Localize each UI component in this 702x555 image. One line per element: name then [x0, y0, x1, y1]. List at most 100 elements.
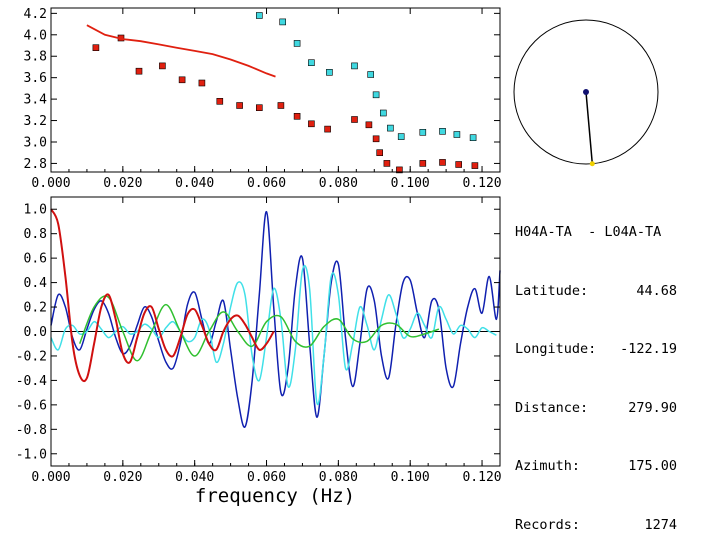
- velocity-point-red: [372, 135, 380, 143]
- velocity-x-tick-label: 0.000: [31, 176, 70, 191]
- velocity-point-red: [159, 62, 166, 70]
- correlation-y-tick-label: 0.6: [24, 252, 47, 267]
- correlation-x-tick-label: 0.100: [391, 470, 430, 485]
- velocity-x-tick-label: 0.020: [103, 176, 142, 191]
- velocity-point-cyan: [279, 18, 287, 26]
- velocity-point-cyan: [293, 40, 301, 47]
- velocity-point-cyan: [379, 109, 387, 117]
- velocity-point-cyan: [326, 69, 333, 76]
- velocity-point-red: [178, 76, 186, 84]
- info-row-latitude: Latitude: 44.68: [515, 282, 677, 302]
- velocity-x-tick-label: 0.080: [319, 176, 358, 191]
- correlation-green-curve: [79, 295, 440, 362]
- velocity-panel: 0.000 0.020 0.040 0.060 0.080 0.100 0.120 2.8 3…: [24, 7, 502, 191]
- velocity-y-tick-label: 3.6: [24, 71, 47, 86]
- velocity-frame: [50, 7, 501, 173]
- correlation-x-tick-label: 0.060: [247, 470, 286, 485]
- velocity-point-red: [376, 149, 384, 156]
- velocity-point-cyan: [469, 134, 477, 141]
- velocity-point-cyan: [372, 91, 380, 99]
- velocity-y-tick-label: 2.8: [24, 157, 47, 172]
- figure: 0.000 0.020 0.040 0.060 0.080 0.100 0.120 2.8 3…: [16, 7, 659, 507]
- info-value: 44.68: [636, 282, 677, 299]
- velocity-point-red: [198, 79, 206, 87]
- info-value: 1274: [644, 516, 677, 533]
- velocity-point-red: [308, 120, 315, 128]
- info-row-records: Records: 1274: [515, 516, 677, 536]
- correlation-y-tick-label: 0.0: [24, 325, 47, 340]
- info-value: -122.19: [620, 341, 677, 357]
- velocity-point-cyan: [453, 131, 461, 138]
- correlation-y-tick-label: 0.4: [24, 276, 48, 291]
- velocity-y-tick-label: 4.2: [24, 7, 47, 22]
- azimuth-circle: [513, 19, 659, 165]
- info-label: Azimuth:: [515, 458, 581, 474]
- velocity-x-tick-label: 0.060: [247, 176, 286, 191]
- velocity-point-red: [383, 160, 391, 167]
- velocity-point-red: [255, 104, 263, 111]
- velocity-y-tick-label: 3.0: [24, 135, 47, 150]
- correlation-cyan-curve: [50, 265, 497, 406]
- velocity-point-cyan: [439, 128, 446, 135]
- velocity-x-tick-label: 0.120: [462, 176, 501, 191]
- info-label: Latitude:: [515, 282, 589, 299]
- info-value: 279.90: [628, 399, 677, 416]
- correlation-x-tick-label: 0.040: [175, 470, 214, 485]
- info-label: Distance:: [515, 399, 589, 416]
- azimuth-needle: [585, 91, 594, 164]
- station-pair-header: H04A-TA - L04A-TA: [515, 224, 662, 240]
- correlation-y-tick-label: -0.8: [16, 423, 47, 438]
- velocity-point-red: [216, 98, 224, 105]
- correlation-x-tick-label: 0.080: [319, 470, 358, 485]
- velocity-point-red: [324, 125, 331, 133]
- velocity-point-cyan: [351, 62, 358, 70]
- info-row-distance: Distance: 279.90: [515, 399, 677, 419]
- correlation-panel: 0.000 0.020 0.040 0.060 0.080 0.100 0.120 1.0 0…: [16, 196, 502, 507]
- velocity-point-red: [419, 160, 427, 167]
- info-row-azimuth: Azimuth: 175.00: [515, 457, 677, 477]
- velocity-point-cyan: [255, 12, 263, 19]
- velocity-point-red: [455, 161, 463, 168]
- station-center-dot: [583, 89, 589, 95]
- azimuth-diagram: [513, 19, 659, 167]
- velocity-point-cyan: [308, 59, 315, 67]
- velocity-point-cyan: [367, 71, 375, 78]
- velocity-point-red: [351, 116, 358, 123]
- x-axis-label: frequency (Hz): [195, 485, 355, 507]
- correlation-y-tick-label: -0.2: [16, 349, 47, 364]
- info-row-longitude: Longitude: -122.19: [515, 340, 677, 360]
- velocity-y-tick-label: 3.4: [24, 93, 48, 108]
- info-label: Records:: [515, 516, 581, 533]
- velocity-x-tick-label: 0.100: [391, 176, 430, 191]
- velocity-point-red: [293, 113, 301, 120]
- velocity-point-red: [396, 166, 403, 174]
- velocity-point-red: [365, 121, 373, 129]
- correlation-y-tick-label: -1.0: [16, 447, 47, 462]
- velocity-y-tick-label: 3.2: [24, 114, 47, 129]
- correlation-y-tick-label: -0.4: [16, 374, 47, 389]
- velocity-point-cyan: [397, 133, 405, 140]
- velocity-point-red: [439, 159, 446, 166]
- velocity-point-cyan: [419, 129, 427, 136]
- correlation-y-tick-label: 1.0: [24, 203, 47, 218]
- correlation-y-tick-label: 0.8: [24, 227, 47, 242]
- velocity-point-red: [92, 44, 100, 52]
- correlation-y-tick-label: -0.6: [16, 398, 47, 413]
- correlation-x-tick-label: 0.120: [462, 470, 501, 485]
- velocity-y-tick-label: 3.8: [24, 50, 47, 65]
- correlation-y-tick-label: 0.2: [24, 301, 47, 316]
- correlation-x-tick-label: 0.000: [31, 470, 70, 485]
- velocity-x-tick-label: 0.040: [175, 176, 214, 191]
- station-info: H04A-TA - L04A-TA Latitude: 44.68 Longitu…: [515, 184, 677, 555]
- velocity-point-cyan: [387, 124, 394, 132]
- velocity-point-red: [236, 102, 243, 109]
- velocity-model-curve: [86, 24, 276, 78]
- velocity-point-red: [135, 67, 143, 75]
- correlation-x-tick-label: 0.020: [103, 470, 142, 485]
- correlation-red-curve: [50, 208, 275, 383]
- velocity-point-red: [471, 162, 479, 169]
- velocity-point-red: [277, 102, 285, 109]
- azimuth-tip-dot: [589, 161, 595, 167]
- info-label: Longitude:: [515, 341, 597, 357]
- velocity-y-tick-label: 4.0: [24, 28, 47, 43]
